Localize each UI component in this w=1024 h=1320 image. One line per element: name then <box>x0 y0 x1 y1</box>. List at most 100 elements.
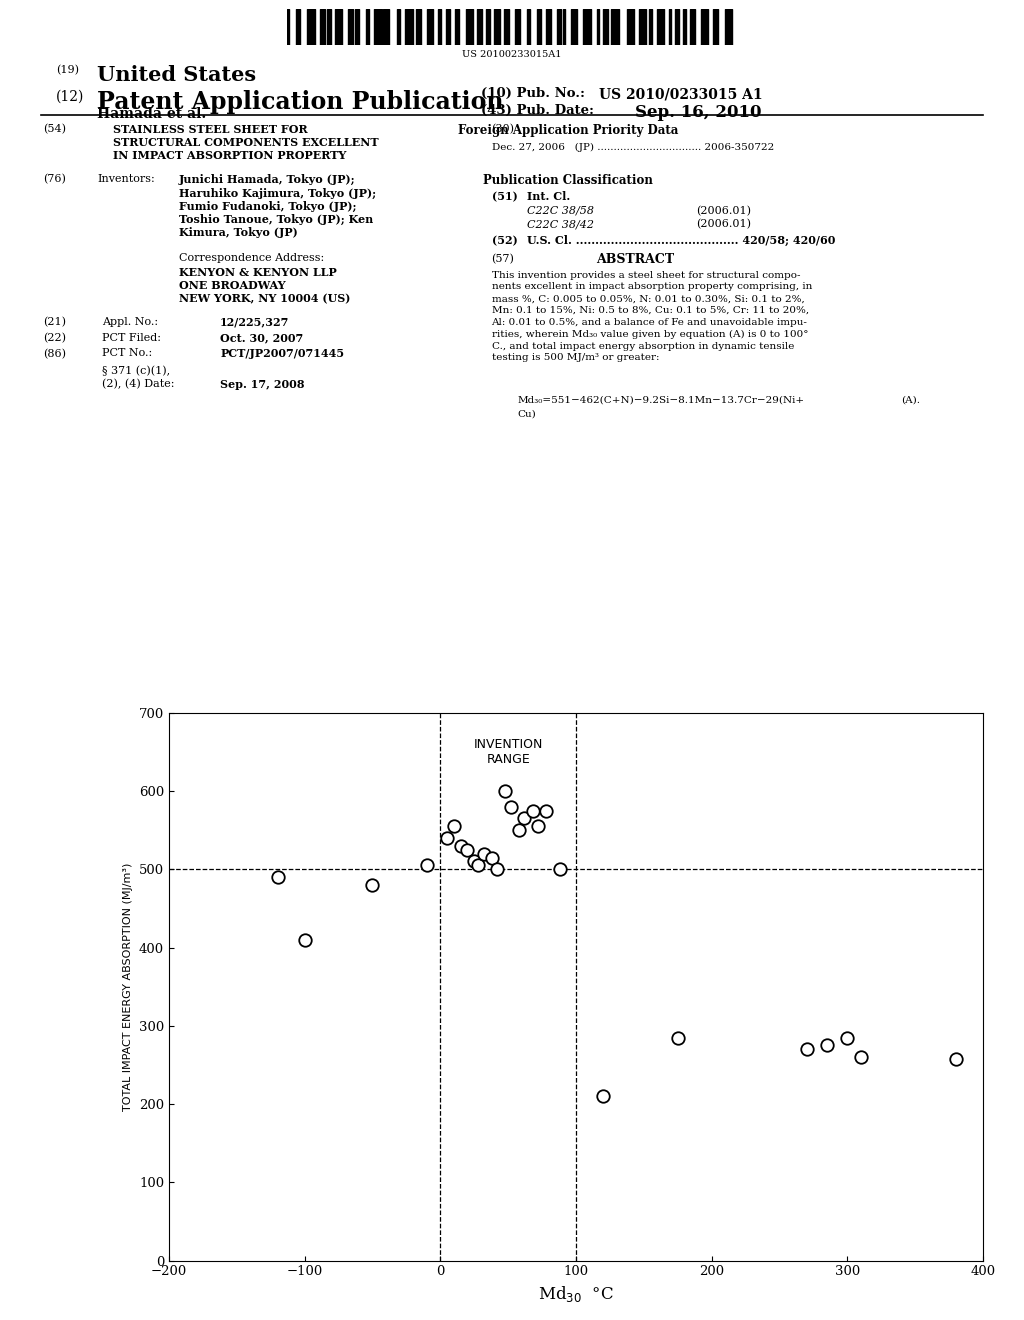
Point <box>948 1048 965 1069</box>
Bar <box>427 9 433 45</box>
Bar <box>669 9 671 45</box>
Text: STAINLESS STEEL SHEET FOR: STAINLESS STEEL SHEET FOR <box>113 124 307 135</box>
Bar <box>597 9 599 45</box>
Bar <box>366 9 370 45</box>
Text: Appl. No.:: Appl. No.: <box>102 317 159 327</box>
Point <box>470 855 486 876</box>
Text: Foreign Application Priority Data: Foreign Application Priority Data <box>458 124 679 137</box>
Bar <box>546 9 552 45</box>
Text: Haruhiko Kajimura, Tokyo (JP);: Haruhiko Kajimura, Tokyo (JP); <box>179 187 377 198</box>
Text: Kimura, Tokyo (JP): Kimura, Tokyo (JP) <box>179 227 298 238</box>
Point <box>419 855 435 876</box>
Bar <box>563 9 565 45</box>
Point <box>840 1027 856 1048</box>
Text: (12): (12) <box>56 90 85 104</box>
Text: Correspondence Address:: Correspondence Address: <box>179 253 325 264</box>
Bar <box>639 9 646 45</box>
Text: Hamada et al.: Hamada et al. <box>97 107 207 121</box>
Text: (30): (30) <box>492 124 514 135</box>
Bar <box>690 9 694 45</box>
Bar <box>374 9 382 45</box>
Text: (2006.01): (2006.01) <box>696 206 752 216</box>
Text: (21): (21) <box>43 317 66 327</box>
Point <box>511 820 527 841</box>
Text: INVENTION
RANGE: INVENTION RANGE <box>473 738 543 766</box>
Bar <box>455 9 459 45</box>
Text: ONE BROADWAY: ONE BROADWAY <box>179 280 286 290</box>
Text: US 2010/0233015 A1: US 2010/0233015 A1 <box>599 87 763 102</box>
Bar <box>701 9 709 45</box>
Text: Junichi Hamada, Tokyo (JP);: Junichi Hamada, Tokyo (JP); <box>179 174 355 185</box>
Text: (A).: (A). <box>901 396 921 405</box>
Text: (10) Pub. No.:: (10) Pub. No.: <box>481 87 586 100</box>
Point <box>489 859 506 880</box>
Bar <box>296 9 300 45</box>
Text: Dec. 27, 2006   (JP) ................................ 2006-350722: Dec. 27, 2006 (JP) .....................… <box>492 143 774 152</box>
Text: Cu): Cu) <box>517 409 536 418</box>
Text: PCT/JP2007/071445: PCT/JP2007/071445 <box>220 348 344 359</box>
Text: (22): (22) <box>43 333 66 343</box>
Text: Int. Cl.: Int. Cl. <box>527 191 570 202</box>
Text: (52): (52) <box>492 235 517 246</box>
Text: Md₃₀=551−462(C+N)−9.2Si−8.1Mn−13.7Cr−29(Ni+: Md₃₀=551−462(C+N)−9.2Si−8.1Mn−13.7Cr−29(… <box>517 396 804 405</box>
Text: Publication Classification: Publication Classification <box>483 174 653 187</box>
Text: (57): (57) <box>492 253 514 264</box>
Y-axis label: TOTAL IMPACT ENERGY ABSORPTION (MJ/m³): TOTAL IMPACT ENERGY ABSORPTION (MJ/m³) <box>123 862 133 1111</box>
Bar <box>476 9 482 45</box>
Point <box>670 1027 686 1048</box>
Bar <box>515 9 520 45</box>
Text: STRUCTURAL COMPONENTS EXCELLENT: STRUCTURAL COMPONENTS EXCELLENT <box>113 137 378 148</box>
Text: 12/225,327: 12/225,327 <box>220 317 290 327</box>
Point <box>297 929 313 950</box>
Bar <box>406 9 413 45</box>
Point <box>483 847 500 869</box>
Bar <box>714 9 718 45</box>
Point <box>503 796 519 817</box>
Text: C22C 38/58: C22C 38/58 <box>527 206 594 216</box>
Point <box>445 816 462 837</box>
Text: Sep. 17, 2008: Sep. 17, 2008 <box>220 379 305 389</box>
Bar <box>649 9 652 45</box>
Text: ABSTRACT: ABSTRACT <box>596 253 674 267</box>
Text: United States: United States <box>97 65 256 84</box>
Text: (86): (86) <box>43 348 66 359</box>
Text: (19): (19) <box>56 65 79 75</box>
Text: (51): (51) <box>492 191 517 202</box>
Bar <box>675 9 679 45</box>
Text: U.S. Cl. .......................................... 420/58; 420/60: U.S. Cl. ...............................… <box>527 235 836 246</box>
Point <box>538 800 554 821</box>
Point <box>466 851 482 873</box>
Bar <box>556 9 561 45</box>
Bar <box>336 9 342 45</box>
Text: This invention provides a steel sheet for structural compo-
nents excellent in i: This invention provides a steel sheet fo… <box>492 271 812 363</box>
Point <box>269 867 286 888</box>
Point <box>439 828 456 849</box>
Bar <box>348 9 352 45</box>
Text: KENYON & KENYON LLP: KENYON & KENYON LLP <box>179 267 337 277</box>
Text: (2), (4) Date:: (2), (4) Date: <box>102 379 175 389</box>
Point <box>853 1047 869 1068</box>
Point <box>475 843 492 865</box>
Bar <box>583 9 591 45</box>
Point <box>498 780 514 801</box>
Bar <box>537 9 541 45</box>
Point <box>595 1085 611 1106</box>
Bar <box>504 9 509 45</box>
Point <box>516 808 532 829</box>
Text: US 20100233015A1: US 20100233015A1 <box>462 50 562 59</box>
Bar <box>306 9 314 45</box>
Text: Sep. 16, 2010: Sep. 16, 2010 <box>635 104 762 121</box>
Text: § 371 (c)(1),: § 371 (c)(1), <box>102 366 171 376</box>
Text: Toshio Tanoue, Tokyo (JP); Ken: Toshio Tanoue, Tokyo (JP); Ken <box>179 214 374 224</box>
Text: NEW YORK, NY 10004 (US): NEW YORK, NY 10004 (US) <box>179 293 350 304</box>
Point <box>799 1039 815 1060</box>
Point <box>819 1035 836 1056</box>
Text: PCT Filed:: PCT Filed: <box>102 333 162 343</box>
Bar <box>446 9 451 45</box>
Text: C22C 38/42: C22C 38/42 <box>527 219 594 230</box>
X-axis label: Md$_{30}$  °C: Md$_{30}$ °C <box>539 1284 613 1304</box>
Text: (54): (54) <box>43 124 66 135</box>
Bar <box>327 9 331 45</box>
Text: Inventors:: Inventors: <box>97 174 155 185</box>
Bar <box>627 9 634 45</box>
